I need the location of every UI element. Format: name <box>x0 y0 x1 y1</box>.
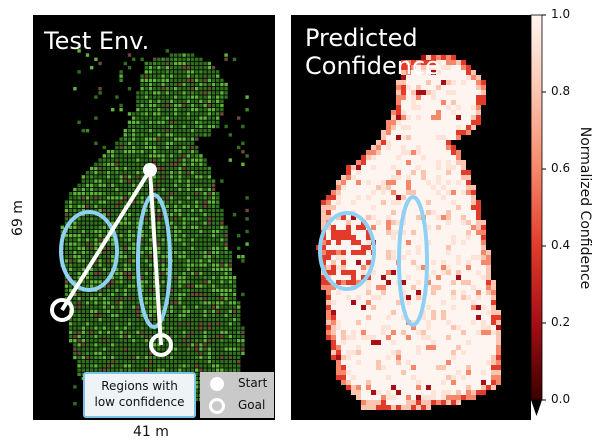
left-panel-title: Test Env. <box>44 27 150 55</box>
low-confidence-region-ellipse <box>59 210 119 292</box>
low-confidence-region-ellipse <box>397 195 429 327</box>
goal-legend-icon <box>209 398 225 414</box>
colorbar-tick-label: 0.6 <box>551 161 571 175</box>
path-line <box>60 168 152 312</box>
colorbar-tick-label: 0.2 <box>551 315 571 329</box>
test-env-map <box>33 15 275 420</box>
x-size-label: 41 m <box>133 424 169 440</box>
goal-legend-label: Goal <box>238 398 266 412</box>
low-confidence-region-ellipse <box>136 193 172 329</box>
colorbar-tick-label: 0.8 <box>551 84 571 98</box>
colorbar-tick-label: 1.0 <box>551 7 571 21</box>
colorbar-extend-arrow <box>531 400 542 416</box>
y-size-label: 69 m <box>10 200 26 236</box>
path-line <box>148 169 163 346</box>
start-legend-label: Start <box>238 376 268 390</box>
confidence-map <box>291 15 531 420</box>
goal-marker <box>149 333 173 357</box>
right-panel-title: Predicted Confidence <box>305 24 440 80</box>
colorbar-tick-label: 0.4 <box>551 238 571 252</box>
legend-regions-box: Regions with low confidence <box>83 372 196 418</box>
goal-marker <box>50 298 74 322</box>
low-confidence-region-ellipse <box>318 211 376 291</box>
colorbar-tick-label: 0.0 <box>551 392 571 406</box>
colorbar-label: Normalized Confidence <box>577 126 593 290</box>
colorbar <box>530 14 546 416</box>
start-legend-icon <box>210 377 224 391</box>
legend-start-goal: Start Goal <box>200 372 274 418</box>
start-marker <box>143 163 157 177</box>
